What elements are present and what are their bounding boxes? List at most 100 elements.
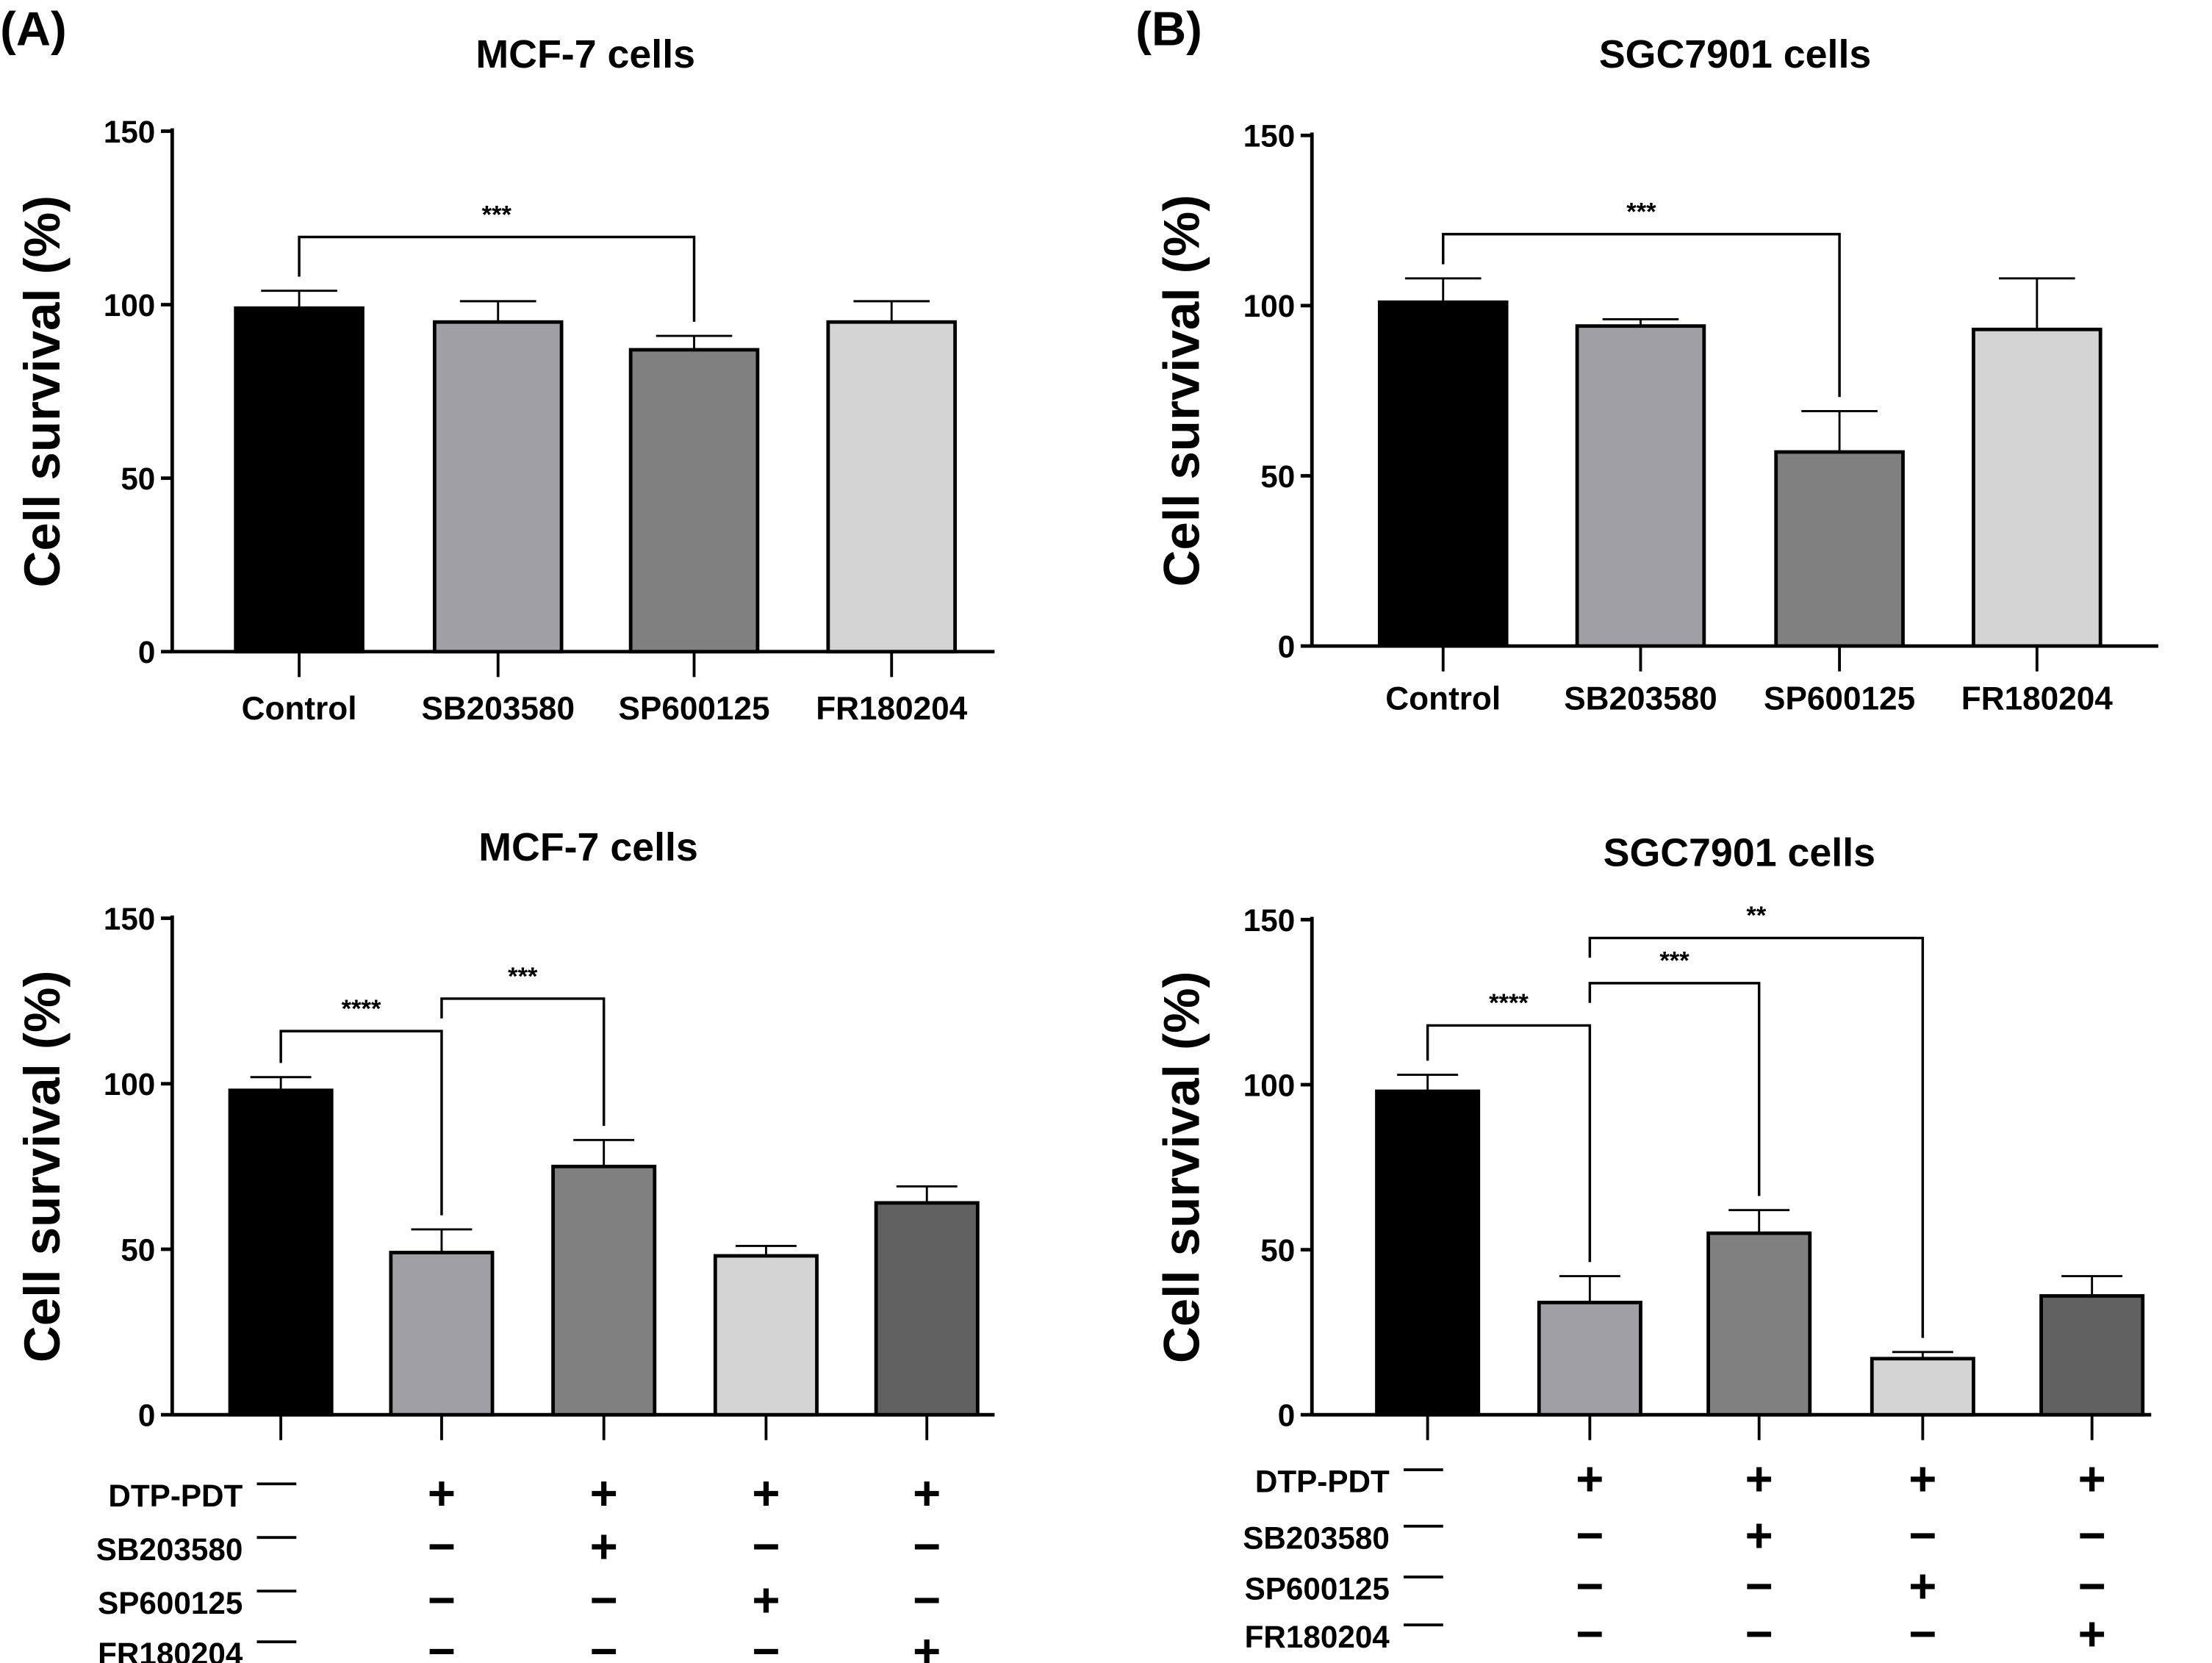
treatment-label: SB203580 [1243,1521,1390,1556]
y-tick-label: 0 [1278,1398,1295,1433]
minus-sign: − [1576,1607,1604,1661]
bar [1537,1301,1642,1417]
y-axis-label: Cell survival (%) [13,195,71,588]
bar [2039,1294,2145,1417]
y-tick-label: 150 [104,115,155,149]
minus-sign: − [428,1520,456,1573]
y-tick-label: 150 [1243,119,1295,154]
bar [551,1164,657,1417]
y-tick-label: 100 [104,1067,155,1102]
bar [628,348,760,654]
minus-sign: − [590,1624,618,1663]
significance-label: *** [508,963,538,991]
minus-sign: − [2078,1559,2106,1612]
significance-label: **** [342,995,381,1023]
significance-label: **** [1489,989,1529,1017]
x-tick-label: FR180204 [1961,680,2114,716]
bar [1774,450,1905,648]
bar [1375,1089,1481,1417]
plus-sign: + [752,1466,780,1520]
minus-sign: − [590,1573,618,1627]
y-tick-label: 50 [1260,1233,1295,1268]
chart-title: MCF-7 cells [475,32,695,76]
x-tick-label: Control [1385,680,1501,716]
plus-sign: + [913,1624,941,1663]
y-tick-label: 0 [1278,629,1295,664]
treatment-label: DTP-PDT [108,1479,243,1513]
bar [1575,324,1706,648]
chart-panel-1: SGC7901 cells Cell survival (%) 0 50 100 150 C… [1153,32,2158,716]
minus-sign: − [2078,1508,2106,1562]
y-tick-label: 100 [1243,1068,1295,1102]
panel-label-b: (B) [1135,1,1202,55]
plus-sign: + [752,1573,780,1627]
bar [234,306,365,654]
y-tick-label: 50 [1260,459,1295,494]
significance-bracket [440,997,606,1127]
y-tick-label: 150 [104,902,155,936]
treatment-label: SP600125 [98,1586,243,1620]
chart-title: SGC7901 cells [1599,32,1871,76]
chart-panel-0: MCF-7 cells Cell survival (%) 0 50 100 150 Con… [13,32,995,727]
plus-sign: + [1745,1452,1773,1506]
bar [228,1088,334,1417]
plus-sign: + [913,1466,941,1520]
y-tick-label: 100 [1243,289,1295,323]
y-tick-label: 50 [121,1232,155,1267]
plus-sign: + [590,1466,618,1520]
plus-sign: + [1908,1559,1936,1612]
bar [1972,327,2103,648]
plus-sign: + [428,1466,456,1520]
significance-bracket [1442,232,1841,398]
treatment-label: DTP-PDT [1255,1465,1390,1499]
minus-sign: − [428,1573,456,1627]
y-tick-label: 50 [121,461,155,496]
bar [826,320,958,654]
significance-bracket [1588,936,1925,1338]
minus-sign: − [1745,1559,1773,1612]
x-tick-label: FR180204 [816,691,968,727]
treatment-label: SP600125 [1245,1572,1390,1606]
minus-sign: − [752,1520,780,1573]
minus-sign: − [913,1573,941,1627]
significance-bracket [1588,982,1761,1196]
bar [389,1251,495,1417]
significance-label: *** [1659,947,1689,975]
plus-sign: + [2078,1607,2106,1661]
chart-panel-3: SGC7901 cells Cell survival (%) 0 50 100 150 *… [1153,831,2152,1661]
y-axis-label: Cell survival (%) [1153,195,1210,587]
significance-bracket [298,235,696,322]
plus-sign: + [1908,1452,1936,1506]
significance-label: ** [1746,902,1766,930]
minus-sign: − [1576,1559,1604,1612]
treatment-label: FR180204 [1245,1620,1390,1654]
significance-label: *** [482,201,512,229]
y-axis-label: Cell survival (%) [13,971,71,1363]
x-tick-label: Control [242,691,357,727]
bar [1706,1231,1812,1417]
significance-bracket [1426,1024,1592,1262]
y-tick-label: 150 [1243,903,1295,938]
y-tick-label: 100 [104,288,155,323]
treatment-label: FR180204 [98,1637,243,1663]
x-tick-label: SB203580 [421,691,575,727]
y-axis-label: Cell survival (%) [1153,971,1210,1364]
significance-bracket [279,1030,443,1215]
plus-sign: + [1576,1452,1604,1506]
minus-sign: − [913,1520,941,1573]
treatment-label: SB203580 [96,1532,243,1567]
plus-sign: + [2078,1452,2106,1506]
bar [713,1254,819,1417]
panel-label-a: (A) [0,1,67,55]
y-tick-label: 0 [138,1398,155,1433]
minus-sign: − [428,1624,456,1663]
minus-sign: − [1908,1607,1936,1661]
bar [1377,300,1509,648]
plus-sign: + [590,1520,618,1573]
x-tick-label: SP600125 [618,691,769,727]
plus-sign: + [1745,1508,1773,1562]
bar [1870,1357,1975,1417]
chart-title: SGC7901 cells [1604,831,1875,875]
bar [874,1201,980,1417]
